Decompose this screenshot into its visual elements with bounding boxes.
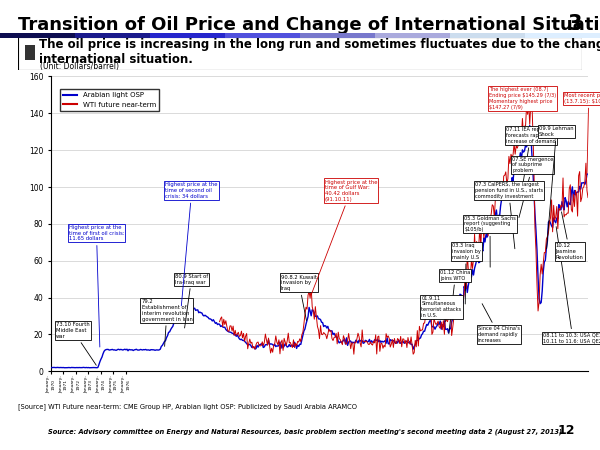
Bar — [25, 45, 35, 60]
Text: Transition of Oil Price and Change of International Situation: Transition of Oil Price and Change of In… — [18, 16, 600, 34]
Text: 12: 12 — [558, 423, 575, 436]
Text: 3: 3 — [568, 14, 582, 33]
Text: Since 04 China's
demand rapidly
increases: Since 04 China's demand rapidly increase… — [478, 304, 520, 343]
Text: 03.3 Iraq
invasion by
mainly U.S: 03.3 Iraq invasion by mainly U.S — [452, 243, 481, 304]
Legend: Arabian light OSP, WTI future near-term: Arabian light OSP, WTI future near-term — [60, 89, 160, 111]
Text: Highest price at the
time of Gulf War:
40.42 dollars
(91.10.11): Highest price at the time of Gulf War: 4… — [311, 180, 377, 295]
Text: 07.11 IEA report
forecasts rapid
increase of demand: 07.11 IEA report forecasts rapid increas… — [506, 127, 556, 184]
Text: 05.3 Goldman Sachs
report (suggesting
$105/b): 05.3 Goldman Sachs report (suggesting $1… — [464, 216, 516, 267]
Text: (Unit: Dollars/barrel): (Unit: Dollars/barrel) — [40, 62, 119, 71]
Text: 10.12
Jasmine
Revolution: 10.12 Jasmine Revolution — [556, 212, 584, 260]
Text: Source: Advisory committee on Energy and Natural Resources, basic problem sectio: Source: Advisory committee on Energy and… — [48, 428, 562, 435]
Text: Most recent price
(13.7.15): $106.32: Most recent price (13.7.15): $106.32 — [564, 93, 600, 173]
Text: The highest ever (08.7)
Ending price $145.29 (7/3)
Momentary highest price
$147.: The highest ever (08.7) Ending price $14… — [489, 87, 556, 110]
Text: 08.11 to 10.3: USA QE1
10.11 to 11.6: USA QE2: 08.11 to 10.3: USA QE1 10.11 to 11.6: US… — [543, 227, 600, 343]
Text: Highest price at the
time of second oil
crisis: 34 dollars: Highest price at the time of second oil … — [166, 182, 218, 306]
Text: The oil price is increasing in the long run and sometimes fluctuates due to the : The oil price is increasing in the long … — [40, 38, 600, 66]
Text: 01.12 China
joins WTO: 01.12 China joins WTO — [440, 270, 470, 333]
Text: 07.SE mergence
of subprime
problem: 07.SE mergence of subprime problem — [512, 157, 553, 217]
Text: 80.9 Start of
Ira-Iraq war: 80.9 Start of Ira-Iraq war — [175, 274, 208, 328]
Text: 90.8.2 Kuwait
invasion by
Iraq: 90.8.2 Kuwait invasion by Iraq — [281, 274, 317, 321]
Text: 07.3 CalPERS, the largest
pension fund in U.S., starts
commodity investment: 07.3 CalPERS, the largest pension fund i… — [475, 182, 542, 249]
Text: 79.2
Establishment of
interim revolution
government in Iran: 79.2 Establishment of interim revolution… — [142, 299, 193, 346]
Text: [Source] WTI Future near-term: CME Group HP, Arabian light OSP: Publicized by Sa: [Source] WTI Future near-term: CME Group… — [18, 403, 357, 410]
Text: Highest price at the
time of first oil crisis:
11.65 dollars: Highest price at the time of first oil c… — [68, 225, 124, 347]
Text: 01.9.11
Simultaneous
terrorist attacks
in U.S.: 01.9.11 Simultaneous terrorist attacks i… — [421, 296, 461, 321]
Text: 09.9 Lehman
Shock: 09.9 Lehman Shock — [539, 126, 574, 249]
Text: 73.10 Fourth
Middle East
war: 73.10 Fourth Middle East war — [56, 322, 96, 365]
